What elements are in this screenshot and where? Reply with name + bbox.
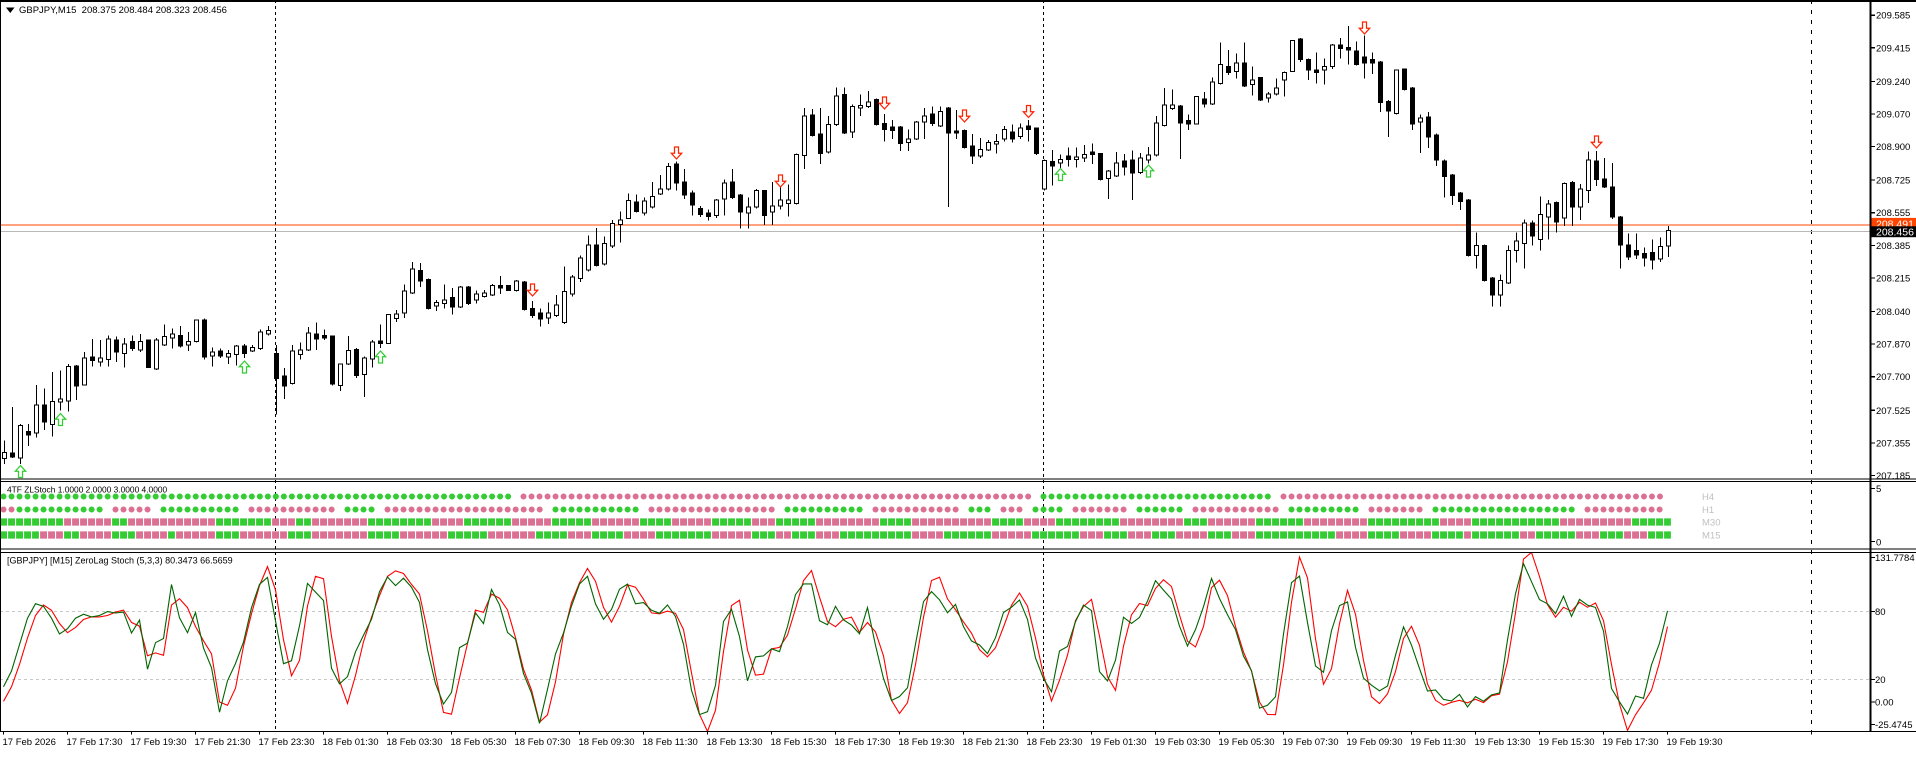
svg-text:209.240: 209.240: [1876, 77, 1910, 88]
svg-text:0.00: 0.00: [1875, 698, 1894, 709]
svg-text:18 Feb 03:30: 18 Feb 03:30: [387, 737, 443, 748]
svg-text:18 Feb 19:30: 18 Feb 19:30: [899, 737, 955, 748]
svg-text:209.585: 209.585: [1876, 11, 1910, 22]
svg-text:17 Feb 19:30: 17 Feb 19:30: [131, 737, 187, 748]
svg-text:19 Feb 17:30: 19 Feb 17:30: [1603, 737, 1659, 748]
svg-text:18 Feb 15:30: 18 Feb 15:30: [771, 737, 827, 748]
svg-text:80: 80: [1875, 607, 1886, 618]
svg-text:4TF ZLStoch 1.0000 2.0000 3.00: 4TF ZLStoch 1.0000 2.0000 3.0000 4.0000: [7, 485, 168, 495]
svg-text:207.355: 207.355: [1876, 438, 1910, 449]
svg-text:207.700: 207.700: [1876, 372, 1910, 383]
svg-text:19 Feb 07:30: 19 Feb 07:30: [1283, 737, 1339, 748]
svg-text:M15: M15: [1702, 531, 1720, 542]
svg-text:18 Feb 13:30: 18 Feb 13:30: [707, 737, 763, 748]
svg-text:19 Feb 13:30: 19 Feb 13:30: [1475, 737, 1531, 748]
svg-text:207.870: 207.870: [1876, 340, 1910, 351]
svg-text:M30: M30: [1702, 518, 1720, 529]
svg-text:18 Feb 09:30: 18 Feb 09:30: [579, 737, 635, 748]
svg-text:17 Feb 17:30: 17 Feb 17:30: [67, 737, 123, 748]
svg-text:[GBPJPY] [M15] ZeroLag Stoch (: [GBPJPY] [M15] ZeroLag Stoch (5,3,3) 80.…: [7, 556, 233, 566]
svg-text:18 Feb 05:30: 18 Feb 05:30: [451, 737, 507, 748]
svg-text:131.7784: 131.7784: [1875, 553, 1915, 564]
svg-text:0: 0: [1876, 538, 1881, 549]
svg-text:19 Feb 19:30: 19 Feb 19:30: [1667, 737, 1723, 748]
svg-text:5: 5: [1876, 484, 1881, 495]
svg-text:209.415: 209.415: [1876, 43, 1910, 54]
svg-text:208.555: 208.555: [1876, 208, 1910, 219]
svg-text:207.525: 207.525: [1876, 406, 1910, 417]
svg-text:19 Feb 01:30: 19 Feb 01:30: [1091, 737, 1147, 748]
svg-text:208.725: 208.725: [1876, 176, 1910, 187]
svg-text:18 Feb 21:30: 18 Feb 21:30: [963, 737, 1019, 748]
svg-text:208.040: 208.040: [1876, 307, 1910, 318]
svg-text:207.185: 207.185: [1876, 471, 1910, 482]
svg-text:19 Feb 03:30: 19 Feb 03:30: [1155, 737, 1211, 748]
svg-text:19 Feb 09:30: 19 Feb 09:30: [1347, 737, 1403, 748]
svg-text:18 Feb 11:30: 18 Feb 11:30: [643, 737, 698, 748]
svg-text:208.456: 208.456: [1876, 226, 1914, 238]
svg-text:18 Feb 07:30: 18 Feb 07:30: [515, 737, 571, 748]
svg-text:208.385: 208.385: [1876, 241, 1910, 252]
svg-text:18 Feb 01:30: 18 Feb 01:30: [323, 737, 379, 748]
svg-text:19 Feb 11:30: 19 Feb 11:30: [1411, 737, 1466, 748]
svg-text:H1: H1: [1702, 505, 1714, 516]
svg-text:17 Feb 21:30: 17 Feb 21:30: [195, 737, 251, 748]
svg-text:208.215: 208.215: [1876, 274, 1910, 285]
svg-text:20: 20: [1875, 675, 1886, 686]
svg-text:17 Feb 23:30: 17 Feb 23:30: [259, 737, 315, 748]
svg-text:H4: H4: [1702, 492, 1714, 503]
svg-text:18 Feb 17:30: 18 Feb 17:30: [835, 737, 891, 748]
svg-text:19 Feb 15:30: 19 Feb 15:30: [1539, 737, 1595, 748]
svg-text:208.900: 208.900: [1876, 142, 1910, 153]
svg-text:209.070: 209.070: [1876, 110, 1910, 121]
svg-text:GBPJPY,M15 208.375 208.484 20: GBPJPY,M15 208.375 208.484 208.323 208.4…: [19, 5, 227, 16]
svg-text:18 Feb 23:30: 18 Feb 23:30: [1027, 737, 1083, 748]
svg-text:19 Feb 05:30: 19 Feb 05:30: [1219, 737, 1275, 748]
svg-text:17 Feb 2026: 17 Feb 2026: [3, 737, 56, 748]
svg-text:-25.4745: -25.4745: [1875, 720, 1913, 731]
